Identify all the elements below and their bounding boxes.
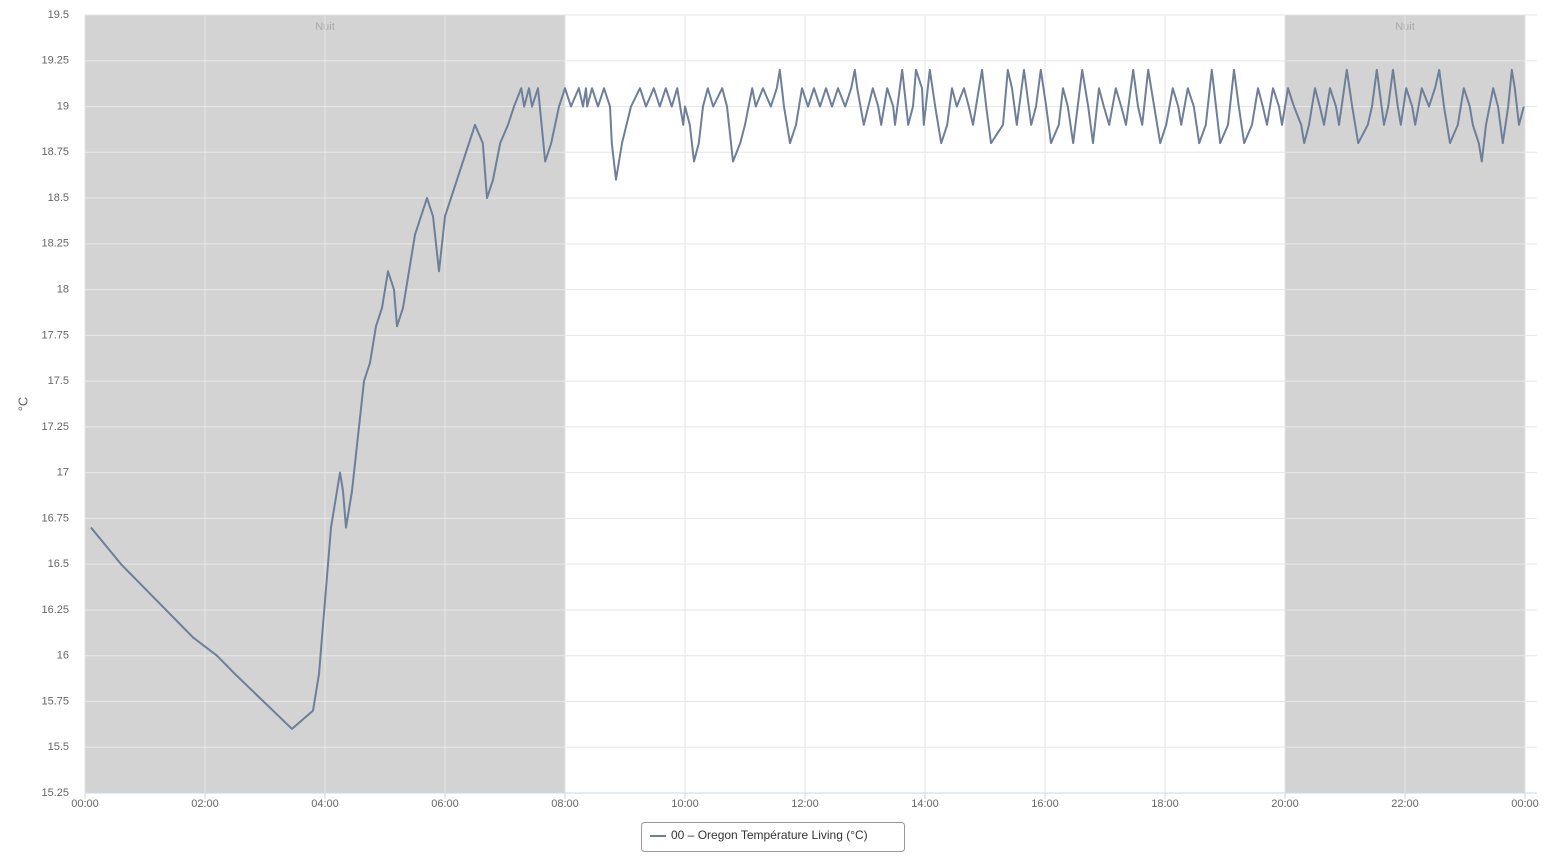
legend[interactable]: 00 – Oregon Température Living (°C) bbox=[650, 828, 868, 842]
y-tick-label: 18.25 bbox=[41, 238, 69, 250]
y-tick-label: 18 bbox=[57, 283, 69, 295]
y-tick-label: 17.75 bbox=[41, 329, 69, 341]
y-tick-label: 15.5 bbox=[48, 741, 69, 753]
y-tick-label: 19 bbox=[57, 100, 69, 112]
x-tick-label: 16:00 bbox=[1031, 798, 1059, 810]
y-tick-label: 19.5 bbox=[48, 9, 69, 21]
y-tick-label: 16.75 bbox=[41, 512, 69, 524]
x-tick-label: 00:00 bbox=[71, 798, 99, 810]
x-tick-label: 20:00 bbox=[1271, 798, 1299, 810]
x-tick-label: 10:00 bbox=[671, 798, 699, 810]
temperature-line bbox=[90, 68, 1525, 730]
y-tick-label: 17.25 bbox=[41, 421, 69, 433]
y-tick-label: 15.25 bbox=[41, 787, 69, 799]
x-tick-label: 22:00 bbox=[1391, 798, 1419, 810]
plot bbox=[90, 68, 1525, 730]
x-tick-label: 02:00 bbox=[191, 798, 219, 810]
x-tick-label: 08:00 bbox=[551, 798, 579, 810]
y-tick-label: 16.25 bbox=[41, 604, 69, 616]
y-tick-label: 16 bbox=[57, 650, 69, 662]
x-tick-label: 12:00 bbox=[791, 798, 819, 810]
y-tick-label: 19.25 bbox=[41, 55, 69, 67]
x-tick-label: 04:00 bbox=[311, 798, 339, 810]
x-tick-label: 06:00 bbox=[431, 798, 459, 810]
legend-label[interactable]: 00 – Oregon Température Living (°C) bbox=[671, 828, 868, 842]
y-tick-label: 17.5 bbox=[48, 375, 69, 387]
y-tick-label: 18.75 bbox=[41, 146, 69, 158]
x-tick-label: 18:00 bbox=[1151, 798, 1179, 810]
legend-box bbox=[641, 822, 905, 852]
x-tick-label: 14:00 bbox=[911, 798, 939, 810]
y-tick-label: 18.5 bbox=[48, 192, 69, 204]
y-tick-label: 16.5 bbox=[48, 558, 69, 570]
y-tick-label: 15.75 bbox=[41, 695, 69, 707]
y-tick-label: 17 bbox=[57, 467, 69, 479]
x-tick-label: 00:00 bbox=[1511, 798, 1539, 810]
y-axis-label: °C bbox=[15, 397, 30, 412]
